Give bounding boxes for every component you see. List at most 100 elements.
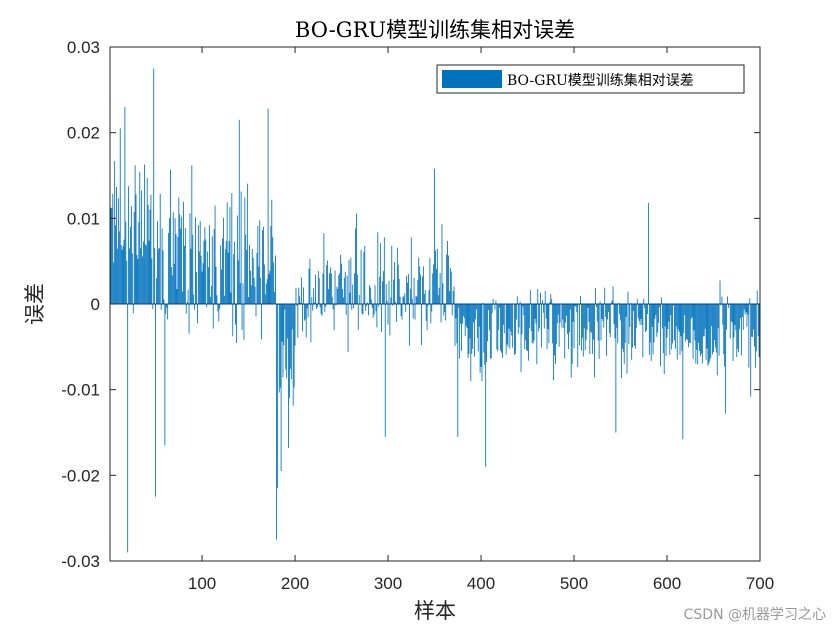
- bar: [404, 293, 406, 304]
- bar: [369, 287, 371, 304]
- bar: [466, 304, 468, 328]
- bar: [114, 161, 116, 304]
- bar: [667, 304, 669, 330]
- bar: [259, 220, 261, 304]
- bar: [148, 240, 150, 304]
- bar: [657, 304, 659, 333]
- bar: [510, 304, 512, 332]
- bar: [710, 304, 712, 359]
- bar: [743, 304, 745, 310]
- bar: [449, 291, 450, 304]
- bar: [347, 304, 349, 352]
- bar: [460, 304, 461, 324]
- bar: [193, 294, 195, 304]
- bar: [296, 304, 298, 306]
- bar: [136, 255, 138, 304]
- bar: [209, 225, 210, 304]
- bar: [596, 304, 598, 322]
- bar: [125, 221, 127, 304]
- bar: [207, 251, 209, 304]
- bar: [121, 249, 123, 304]
- bar: [366, 304, 368, 306]
- bar: [158, 247, 160, 304]
- bar: [482, 302, 484, 304]
- bar: [390, 297, 392, 304]
- bar: [291, 304, 293, 330]
- bar: [185, 304, 187, 314]
- bar: [181, 216, 183, 304]
- watermark: CSDN @机器学习之心: [683, 607, 826, 623]
- bar: [146, 178, 148, 304]
- bar: [401, 304, 403, 320]
- bar: [205, 239, 207, 304]
- bar: [675, 304, 677, 327]
- bar: [467, 304, 469, 358]
- bar: [488, 304, 489, 311]
- y-axis-label: 误差: [23, 283, 47, 325]
- bar: [745, 304, 747, 313]
- bar: [315, 274, 316, 304]
- bar: [612, 286, 614, 304]
- bar: [726, 304, 727, 330]
- bar: [670, 304, 672, 316]
- bar: [532, 304, 534, 344]
- bar: [231, 193, 233, 304]
- bar: [633, 304, 634, 312]
- bar: [507, 304, 509, 347]
- bar: [680, 304, 682, 337]
- bar: [629, 304, 631, 327]
- bar: [634, 304, 635, 346]
- bar: [655, 304, 657, 315]
- bar: [339, 273, 341, 304]
- bar: [173, 263, 175, 304]
- bar: [599, 301, 601, 304]
- bar: [204, 227, 206, 304]
- bar: [740, 304, 741, 319]
- bar: [479, 304, 481, 373]
- bar: [590, 304, 592, 332]
- bar: [686, 304, 687, 339]
- bar: [169, 218, 170, 304]
- bar: [723, 304, 725, 355]
- bar: [300, 302, 302, 304]
- bar: [618, 302, 620, 304]
- bar: [546, 304, 548, 350]
- x-tick-label: 200: [281, 574, 309, 593]
- bar: [308, 268, 310, 304]
- bar: [615, 304, 617, 433]
- bar: [152, 304, 154, 310]
- bar: [521, 304, 523, 335]
- bar: [391, 245, 393, 304]
- bar: [730, 304, 732, 322]
- bar: [321, 304, 323, 316]
- legend-label: BO-GRU模型训练集相对误差: [507, 72, 694, 89]
- bar: [258, 266, 260, 304]
- bar: [650, 304, 652, 361]
- bar: [586, 304, 588, 330]
- bar: [534, 304, 536, 319]
- bar: [266, 279, 268, 304]
- bar: [592, 304, 594, 354]
- bar: [648, 304, 650, 355]
- bar-series: [109, 68, 761, 553]
- bar: [325, 304, 327, 307]
- bar: [459, 304, 461, 359]
- bar: [539, 304, 541, 329]
- bar: [724, 304, 726, 367]
- bar: [600, 304, 602, 341]
- bar: [666, 304, 668, 338]
- bar: [570, 304, 572, 378]
- bar: [706, 304, 708, 349]
- bar: [293, 304, 295, 388]
- bar: [362, 304, 364, 315]
- bar: [606, 304, 607, 356]
- bar: [361, 304, 363, 314]
- bar: [197, 225, 199, 304]
- bar: [283, 304, 285, 346]
- x-tick-label: 400: [467, 574, 495, 593]
- bar: [176, 288, 178, 304]
- bar: [620, 304, 621, 321]
- bar: [485, 304, 487, 467]
- bar: [389, 304, 391, 336]
